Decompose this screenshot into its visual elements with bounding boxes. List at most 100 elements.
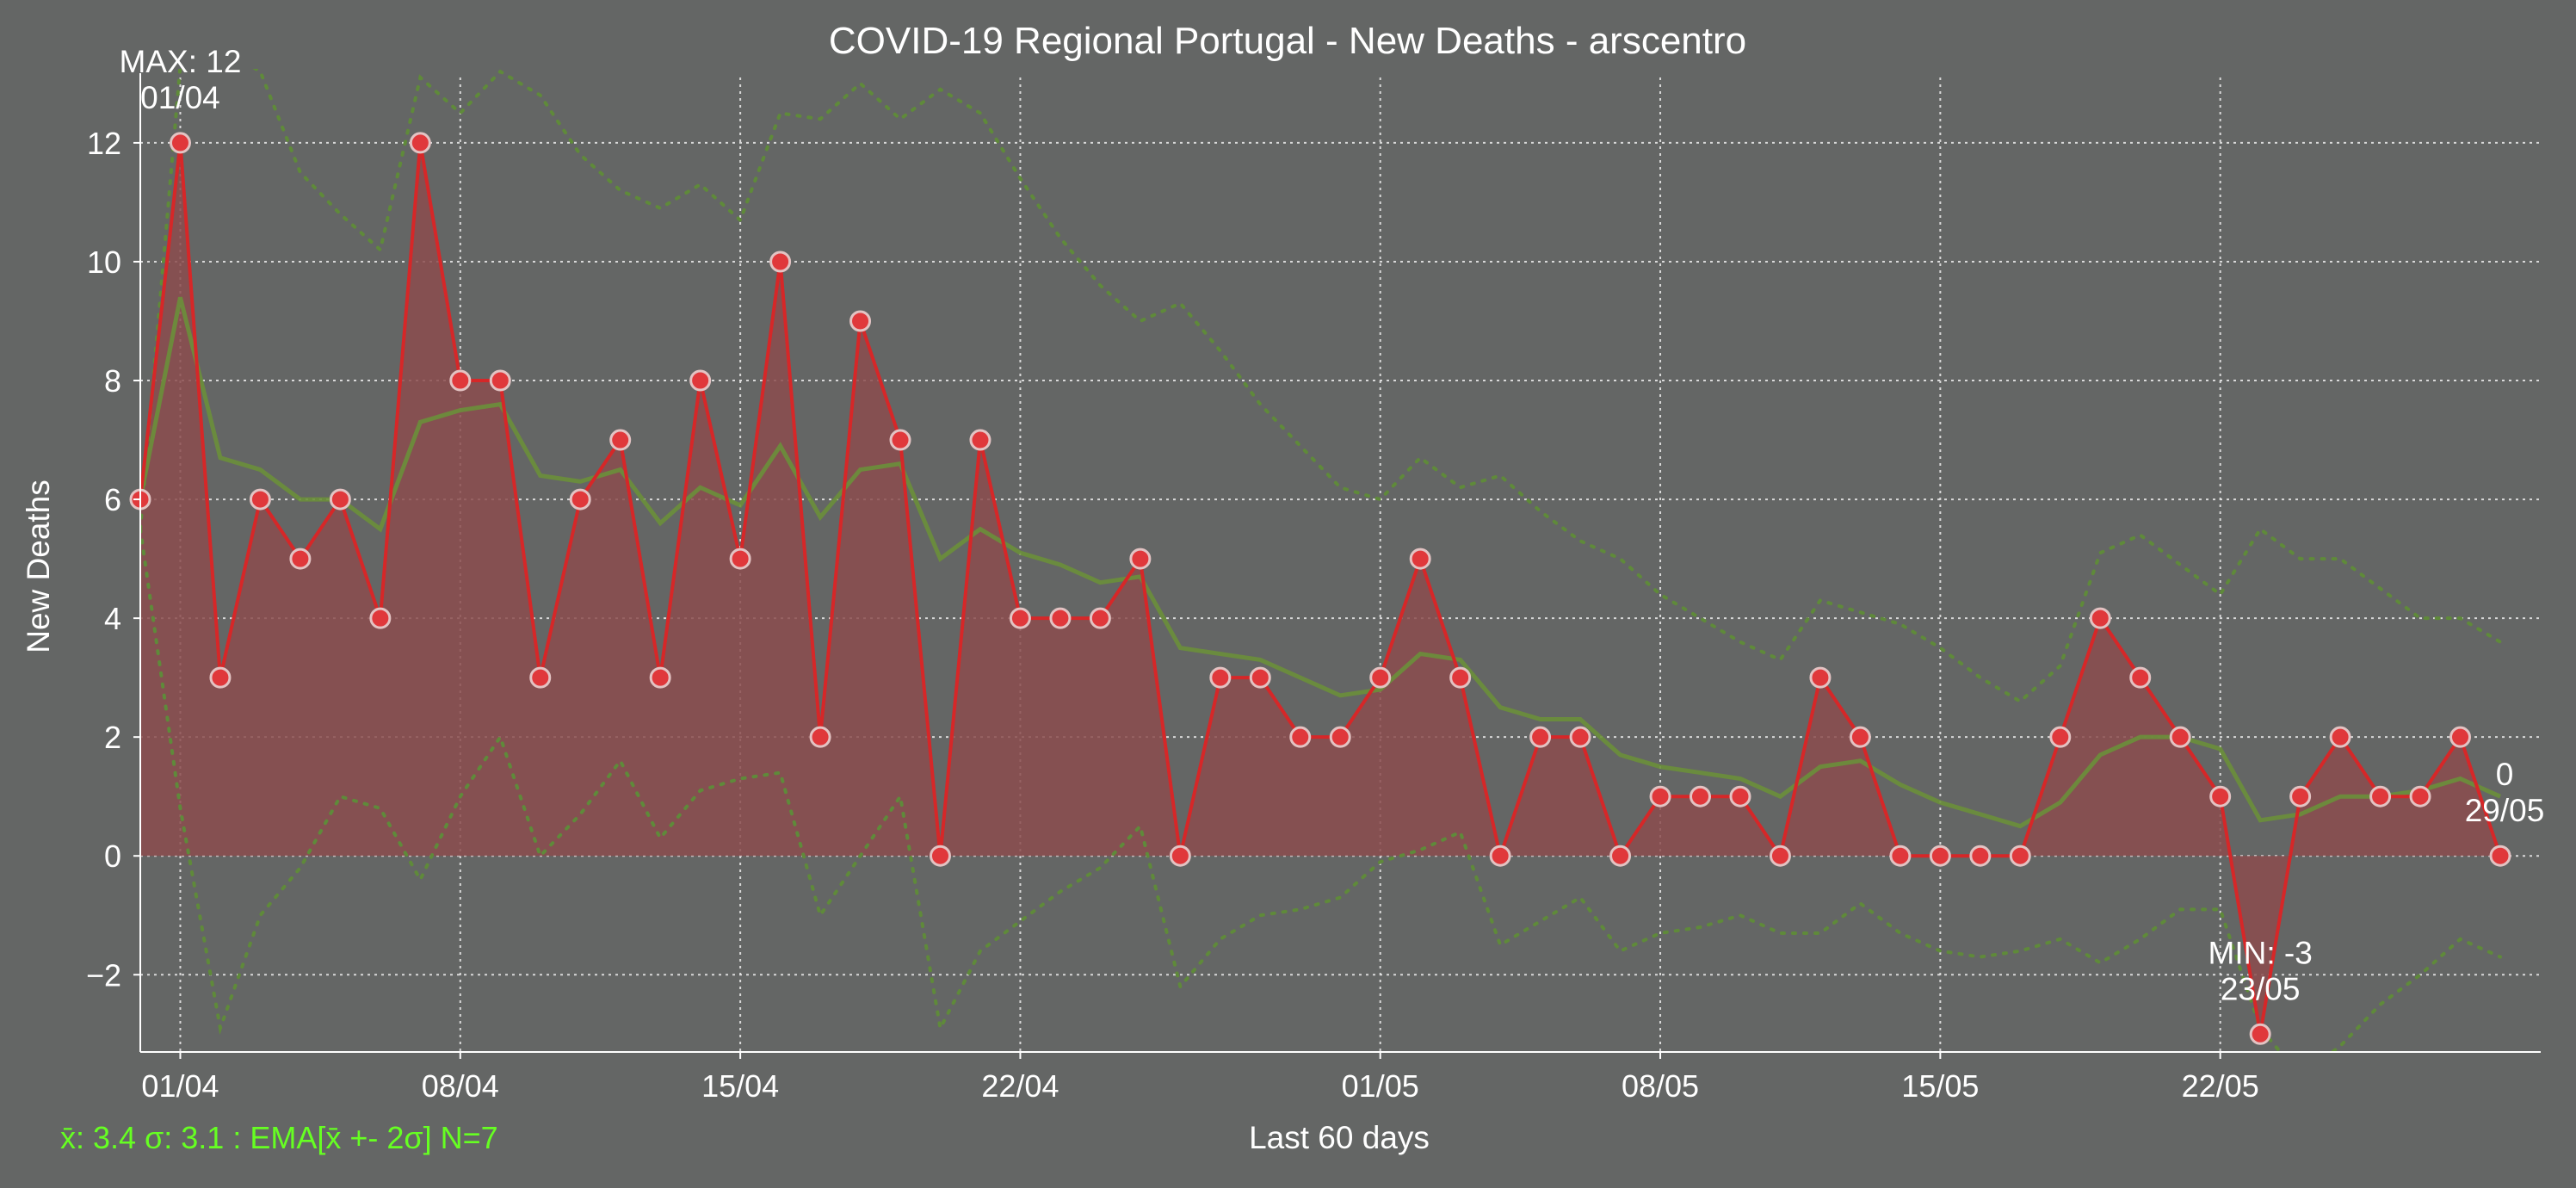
annotation-label: MIN: -3	[2208, 935, 2313, 970]
data-point	[1809, 666, 1832, 689]
data-point	[1849, 726, 1871, 748]
data-point	[609, 429, 632, 451]
data-point	[2449, 726, 2472, 748]
data-point	[809, 726, 831, 748]
data-point	[2249, 1023, 2271, 1045]
x-tick-label: 08/04	[422, 1068, 499, 1104]
data-point	[2089, 607, 2111, 629]
data-point	[849, 310, 872, 332]
data-point	[2209, 785, 2232, 807]
annotation-label: 01/04	[140, 80, 220, 115]
data-point	[1369, 666, 1392, 689]
chart-title: COVID-19 Regional Portugal - New Deaths …	[829, 20, 1746, 62]
data-point	[1729, 785, 1751, 807]
data-point	[329, 488, 351, 510]
data-point	[1169, 845, 1191, 867]
x-tick-label: 01/04	[141, 1068, 219, 1104]
deaths-points	[129, 132, 2511, 1045]
deaths-series-line	[140, 142, 2502, 1035]
data-point	[769, 251, 792, 273]
data-point	[209, 666, 232, 689]
data-point	[249, 488, 271, 510]
data-point	[1929, 845, 1951, 867]
data-point	[2049, 726, 2072, 748]
x-tick-label: 22/04	[981, 1068, 1059, 1104]
data-point	[1409, 548, 1431, 570]
tick-labels: −2 0 2 4 6 8 10 12 01/04 08/04 15/04 22/04 01/05 08/0…	[86, 126, 2259, 1104]
data-point	[1690, 785, 1712, 807]
x-tick-label: 15/04	[701, 1068, 779, 1104]
data-point	[1889, 845, 1912, 867]
x-tick-label: 01/05	[1342, 1068, 1419, 1104]
ema-line	[140, 296, 2502, 829]
data-point	[569, 488, 591, 510]
data-point	[2289, 785, 2312, 807]
data-point	[1769, 845, 1791, 867]
data-point	[1609, 845, 1632, 867]
y-tick-label: 8	[104, 363, 121, 399]
y-tick-label: 0	[104, 838, 121, 874]
data-point	[289, 548, 312, 570]
data-point	[2329, 726, 2351, 748]
data-point	[1649, 785, 1671, 807]
data-point	[1969, 845, 1992, 867]
y-tick-label: 12	[87, 126, 121, 161]
data-point	[969, 429, 991, 451]
data-point	[409, 132, 431, 154]
ema-series-line	[140, 296, 2502, 829]
y-tick-label: −2	[86, 957, 121, 993]
data-point	[1009, 607, 1031, 629]
y-tick-label: 6	[104, 482, 121, 517]
data-point	[2369, 785, 2392, 807]
data-point	[1249, 666, 1271, 689]
data-point	[2169, 726, 2191, 748]
data-point	[1449, 666, 1472, 689]
data-point	[889, 429, 911, 451]
annotation-label: 0	[2496, 757, 2514, 792]
data-point	[369, 607, 392, 629]
data-point	[1089, 607, 1111, 629]
data-point	[729, 548, 751, 570]
stats-text: x̄: 3.4 σ: 3.1 : EMA[x̄ +- 2σ] N=7	[60, 1120, 498, 1155]
data-point	[649, 666, 671, 689]
data-point	[449, 369, 472, 392]
y-tick-label: 4	[104, 601, 121, 636]
data-point	[2129, 666, 2152, 689]
x-tick-label: 22/05	[2182, 1068, 2259, 1104]
ema-lower-band	[140, 527, 2502, 1052]
x-tick-label: 15/05	[1901, 1068, 1979, 1104]
y-tick-label: 2	[104, 720, 121, 755]
annotation-label: 23/05	[2221, 971, 2301, 1006]
data-point	[689, 369, 712, 392]
data-point	[2489, 845, 2511, 867]
area-fill	[140, 142, 2500, 1035]
data-point	[1329, 726, 1351, 748]
deaths-area	[140, 142, 2500, 1035]
data-point	[1049, 607, 1072, 629]
data-point	[2009, 845, 2031, 867]
data-point	[929, 845, 951, 867]
data-point	[1209, 666, 1232, 689]
data-point	[1529, 726, 1552, 748]
y-tick-label: 10	[87, 244, 121, 280]
data-point	[1569, 726, 1591, 748]
data-point	[1129, 548, 1152, 570]
annotation-label: 29/05	[2465, 793, 2545, 828]
x-tick-label: 08/05	[1622, 1068, 1699, 1104]
data-point	[1489, 845, 1511, 867]
ema-upper-band	[140, 69, 2502, 704]
annotation-label: MAX: 12	[120, 44, 242, 79]
data-point	[169, 132, 191, 154]
data-point	[489, 369, 511, 392]
x-axis-label: Last 60 days	[1249, 1120, 1430, 1155]
data-point	[529, 666, 552, 689]
data-point	[2409, 785, 2431, 807]
data-point	[1289, 726, 1312, 748]
ema-band	[140, 69, 2502, 1052]
y-axis-label: New Deaths	[21, 480, 56, 653]
axes	[139, 73, 2541, 1053]
deaths-line	[140, 142, 2502, 1035]
